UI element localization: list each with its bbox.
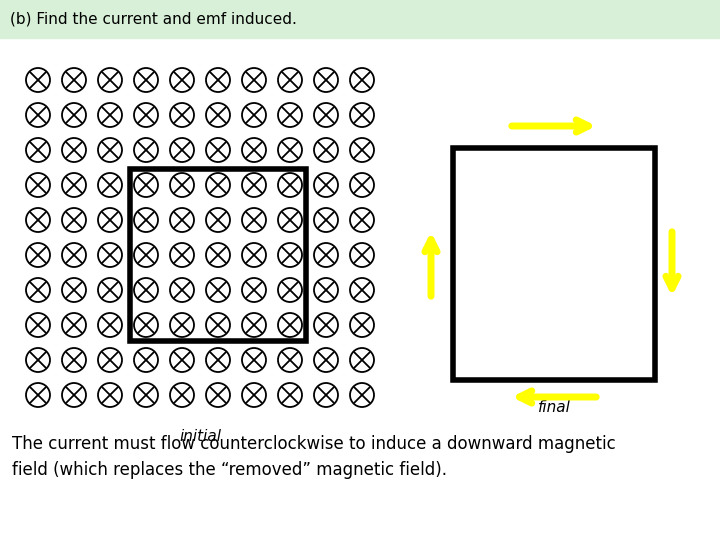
Text: (b) Find the current and emf induced.: (b) Find the current and emf induced.: [10, 11, 297, 26]
Bar: [453, 148, 655, 380]
Text: initial: initial: [179, 429, 221, 444]
Bar: [0, 0, 720, 38]
Text: final: final: [538, 400, 570, 415]
Text: The current must flow counterclockwise to induce a downward magnetic: The current must flow counterclockwise t…: [12, 435, 616, 453]
Text: field (which replaces the “removed” magnetic field).: field (which replaces the “removed” magn…: [12, 461, 447, 479]
Bar: [130, 169, 306, 341]
